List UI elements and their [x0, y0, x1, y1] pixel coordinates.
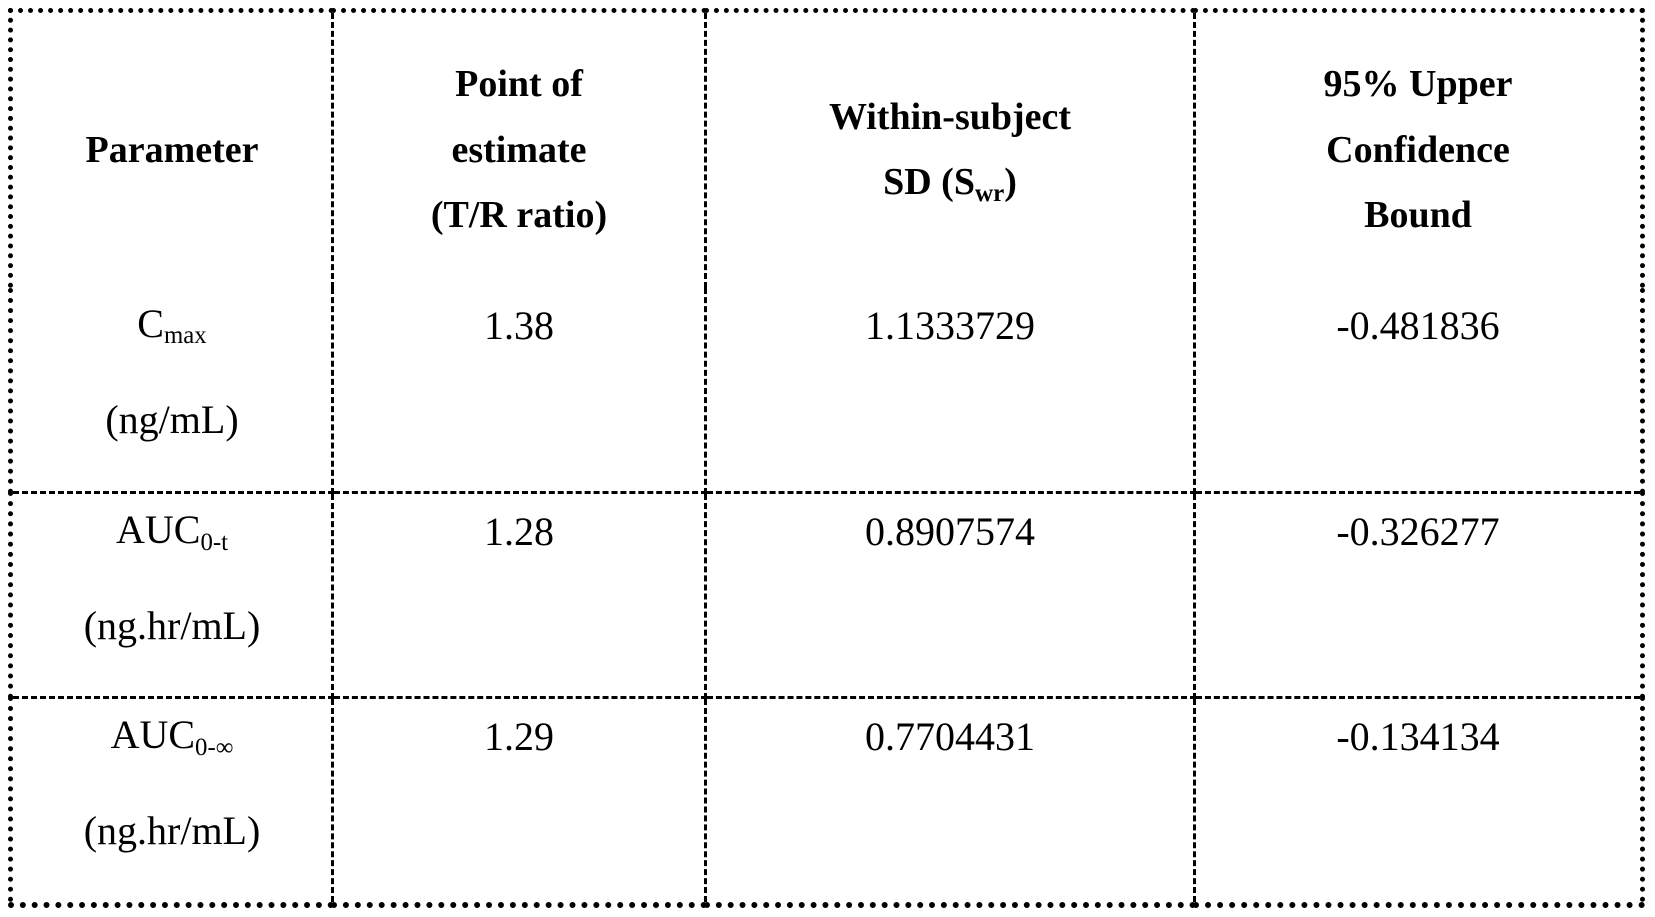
parameter-label: Cmax — [137, 304, 206, 344]
value-within-subject-sd: 1.1333729 — [865, 306, 1035, 346]
table-row: Cmax (ng/mL) 1.38 1.1333729 -0.481836 — [11, 288, 1643, 493]
column-header-within-subject-sd: Within-subject SD (Swr) — [706, 11, 1195, 288]
parameter-name: AUC — [111, 712, 195, 757]
parameter-unit: (ng.hr/mL) — [84, 811, 261, 851]
header-text-within-subject: Within-subject — [829, 85, 1071, 150]
value-point-estimate: 1.28 — [484, 512, 554, 552]
value-upper-bound: -0.481836 — [1336, 306, 1499, 346]
column-header-parameter: Parameter — [11, 11, 333, 288]
cell-upper-bound: -0.481836 — [1195, 288, 1643, 493]
value-point-estimate: 1.38 — [484, 306, 554, 346]
cell-parameter: AUC0-∞ (ng.hr/mL) — [11, 698, 333, 905]
header-sd-suffix: ) — [1004, 161, 1017, 203]
header-text-tr-ratio: (T/R ratio) — [431, 183, 607, 248]
table-body: Cmax (ng/mL) 1.38 1.1333729 -0.481836 — [11, 288, 1643, 905]
header-text-sd-swr: SD (Swr) — [883, 150, 1017, 215]
cell-point-estimate: 1.29 — [333, 698, 706, 905]
value-upper-bound: -0.326277 — [1336, 512, 1499, 552]
value-point-estimate: 1.29 — [484, 717, 554, 757]
column-header-upper-confidence-bound: 95% Upper Confidence Bound — [1195, 11, 1643, 288]
header-text-confidence: Confidence — [1326, 118, 1510, 183]
table-row: AUC0-t (ng.hr/mL) 1.28 0.8907574 -0.3262… — [11, 493, 1643, 698]
header-text-bound: Bound — [1364, 183, 1472, 248]
header-text-point-of: Point of — [455, 52, 583, 117]
header-text-95-upper: 95% Upper — [1324, 52, 1513, 117]
header-text-parameter: Parameter — [86, 118, 259, 183]
table-container: Parameter Point of estimate (T/R ratio) … — [8, 8, 1640, 902]
cell-within-subject-sd: 1.1333729 — [706, 288, 1195, 493]
cell-within-subject-sd: 0.7704431 — [706, 698, 1195, 905]
parameter-label: AUC0-t — [116, 510, 228, 550]
header-sd-prefix: SD (S — [883, 161, 975, 203]
parameter-subscript: max — [164, 322, 207, 349]
header-text-estimate: estimate — [451, 118, 586, 183]
cell-parameter: Cmax (ng/mL) — [11, 288, 333, 493]
cell-upper-bound: -0.134134 — [1195, 698, 1643, 905]
table-row: AUC0-∞ (ng.hr/mL) 1.29 0.7704431 -0.1341… — [11, 698, 1643, 905]
cell-upper-bound: -0.326277 — [1195, 493, 1643, 698]
cell-point-estimate: 1.28 — [333, 493, 706, 698]
value-upper-bound: -0.134134 — [1336, 717, 1499, 757]
parameter-name: C — [137, 301, 164, 346]
value-within-subject-sd: 0.8907574 — [865, 512, 1035, 552]
parameter-subscript: 0-t — [200, 529, 228, 556]
value-within-subject-sd: 0.7704431 — [865, 717, 1035, 757]
parameter-unit: (ng/mL) — [105, 400, 238, 440]
table-header-row: Parameter Point of estimate (T/R ratio) … — [11, 11, 1643, 288]
table-header: Parameter Point of estimate (T/R ratio) … — [11, 11, 1643, 288]
bioequivalence-results-table: Parameter Point of estimate (T/R ratio) … — [8, 8, 1645, 908]
cell-point-estimate: 1.38 — [333, 288, 706, 493]
column-header-point-estimate: Point of estimate (T/R ratio) — [333, 11, 706, 288]
cell-within-subject-sd: 0.8907574 — [706, 493, 1195, 698]
header-sd-subscript: wr — [975, 180, 1004, 207]
parameter-label: AUC0-∞ — [111, 715, 234, 755]
parameter-name: AUC — [116, 507, 200, 552]
parameter-unit: (ng.hr/mL) — [84, 606, 261, 646]
cell-parameter: AUC0-t (ng.hr/mL) — [11, 493, 333, 698]
parameter-subscript: 0-∞ — [195, 734, 233, 761]
